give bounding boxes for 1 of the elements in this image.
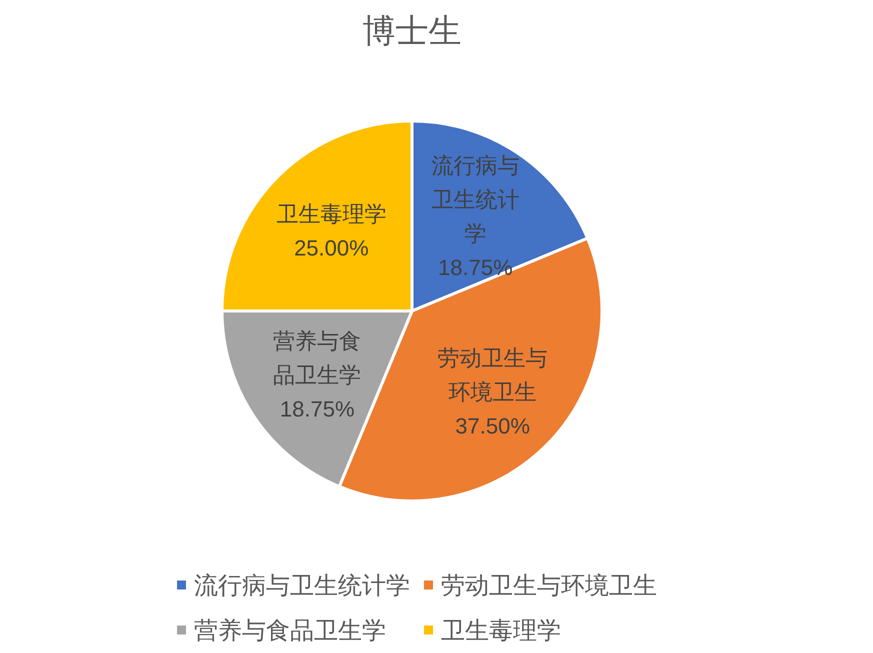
title: 博士生 [362, 12, 462, 49]
